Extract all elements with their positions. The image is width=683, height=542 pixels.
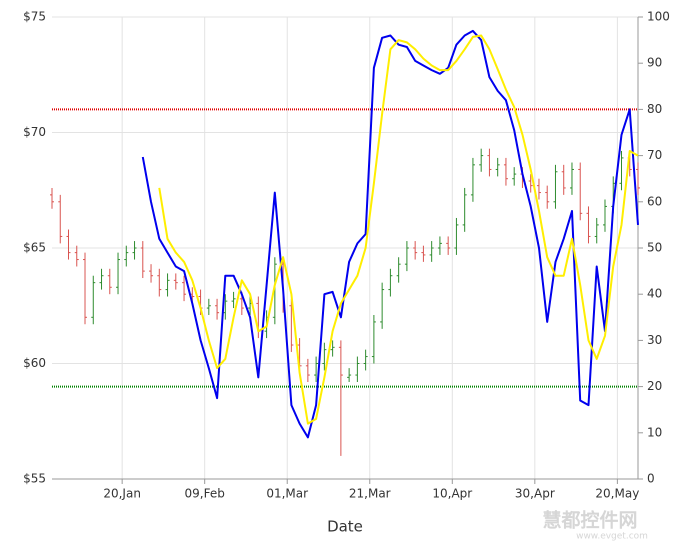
x-tick-label: 21,Mar — [349, 487, 391, 501]
y-tick-label: $60 — [23, 356, 46, 370]
y2-tick-label: 80 — [647, 102, 662, 116]
y2-tick-label: 20 — [647, 379, 662, 393]
y-tick-label: $70 — [23, 125, 46, 139]
x-tick-label: 20,May — [595, 487, 639, 501]
y2-tick-label: 90 — [647, 56, 662, 70]
y2-tick-label: 70 — [647, 148, 662, 162]
watermark-url: www.evget.com — [576, 532, 648, 542]
y2-tick-label: 0 — [647, 472, 655, 486]
y-tick-label: $75 — [23, 10, 46, 24]
x-tick-label: 09,Feb — [185, 487, 225, 501]
y2-tick-label: 10 — [647, 425, 662, 439]
y2-tick-label: 100 — [647, 10, 670, 24]
oscillator-line — [141, 29, 639, 439]
y2-tick-label: 60 — [647, 194, 662, 208]
y2-tick-label: 30 — [647, 333, 662, 347]
watermark: 慧都控件网 — [542, 509, 637, 532]
x-tick-label: 30,Apr — [515, 487, 555, 501]
y-tick-label: $55 — [23, 472, 46, 486]
x-axis-title: Date — [327, 518, 363, 536]
y2-tick-label: 40 — [647, 287, 662, 301]
x-tick-label: 01,Mar — [266, 487, 308, 501]
y2-tick-label: 50 — [647, 241, 662, 255]
x-tick-label: 20,Jan — [103, 487, 141, 501]
y-tick-label: $65 — [23, 241, 46, 255]
x-tick-label: 10,Apr — [432, 487, 472, 501]
oscillator-line — [158, 34, 639, 425]
